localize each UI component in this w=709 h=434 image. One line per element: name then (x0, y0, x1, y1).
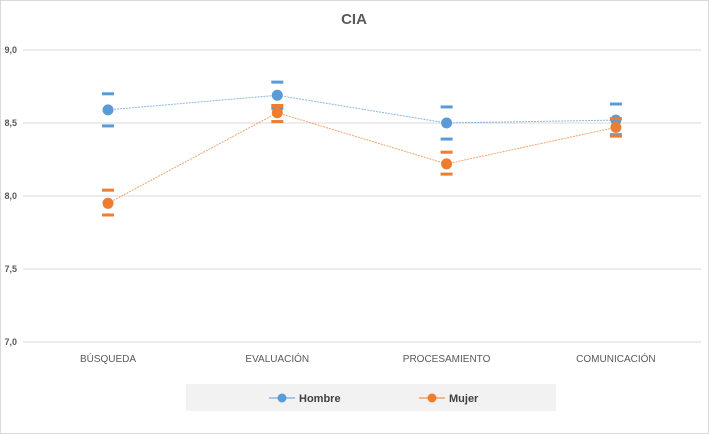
x-category-label: BÚSQUEDA (80, 352, 136, 365)
error-bar-upper (271, 80, 284, 84)
legend-label: Hombre (299, 393, 341, 405)
error-bar-upper (609, 117, 622, 121)
error-bar-lower (102, 213, 114, 217)
error-bar-lower (102, 124, 114, 128)
data-point (271, 89, 283, 101)
error-bar-lower (271, 120, 284, 124)
y-tick-label: 7,5 (4, 264, 17, 274)
error-bar-upper (102, 188, 114, 192)
error-bar-upper (440, 150, 453, 154)
series-line-mujer (107, 112, 617, 204)
error-bar-upper (102, 92, 114, 96)
x-category-label: COMUNICACIÓN (576, 352, 655, 365)
x-category-label: EVALUACIÓN (245, 352, 309, 365)
data-point (102, 104, 114, 116)
error-bar-lower (440, 137, 453, 141)
y-tick-label: 7,0 (4, 337, 17, 347)
error-bar-upper (440, 105, 453, 109)
legend-marker (427, 393, 437, 403)
data-point (441, 158, 453, 170)
error-bar-lower (609, 134, 622, 138)
y-tick-label: 8,0 (4, 191, 17, 201)
chart-title: CIA (341, 11, 367, 28)
error-bar-lower (440, 172, 453, 176)
data-point (102, 197, 114, 209)
legend-box (186, 384, 556, 411)
y-tick-label: 9,0 (4, 45, 17, 55)
legend-label: Mujer (449, 393, 479, 405)
error-bar-upper (271, 103, 284, 107)
x-category-label: PROCESAMIENTO (403, 354, 491, 365)
error-bar-upper (609, 102, 622, 106)
data-point (610, 121, 622, 133)
data-point (441, 117, 453, 129)
series-line-hombre (107, 94, 616, 124)
y-tick-label: 8,5 (4, 118, 17, 128)
legend-marker (277, 393, 287, 403)
data-point (271, 107, 283, 119)
